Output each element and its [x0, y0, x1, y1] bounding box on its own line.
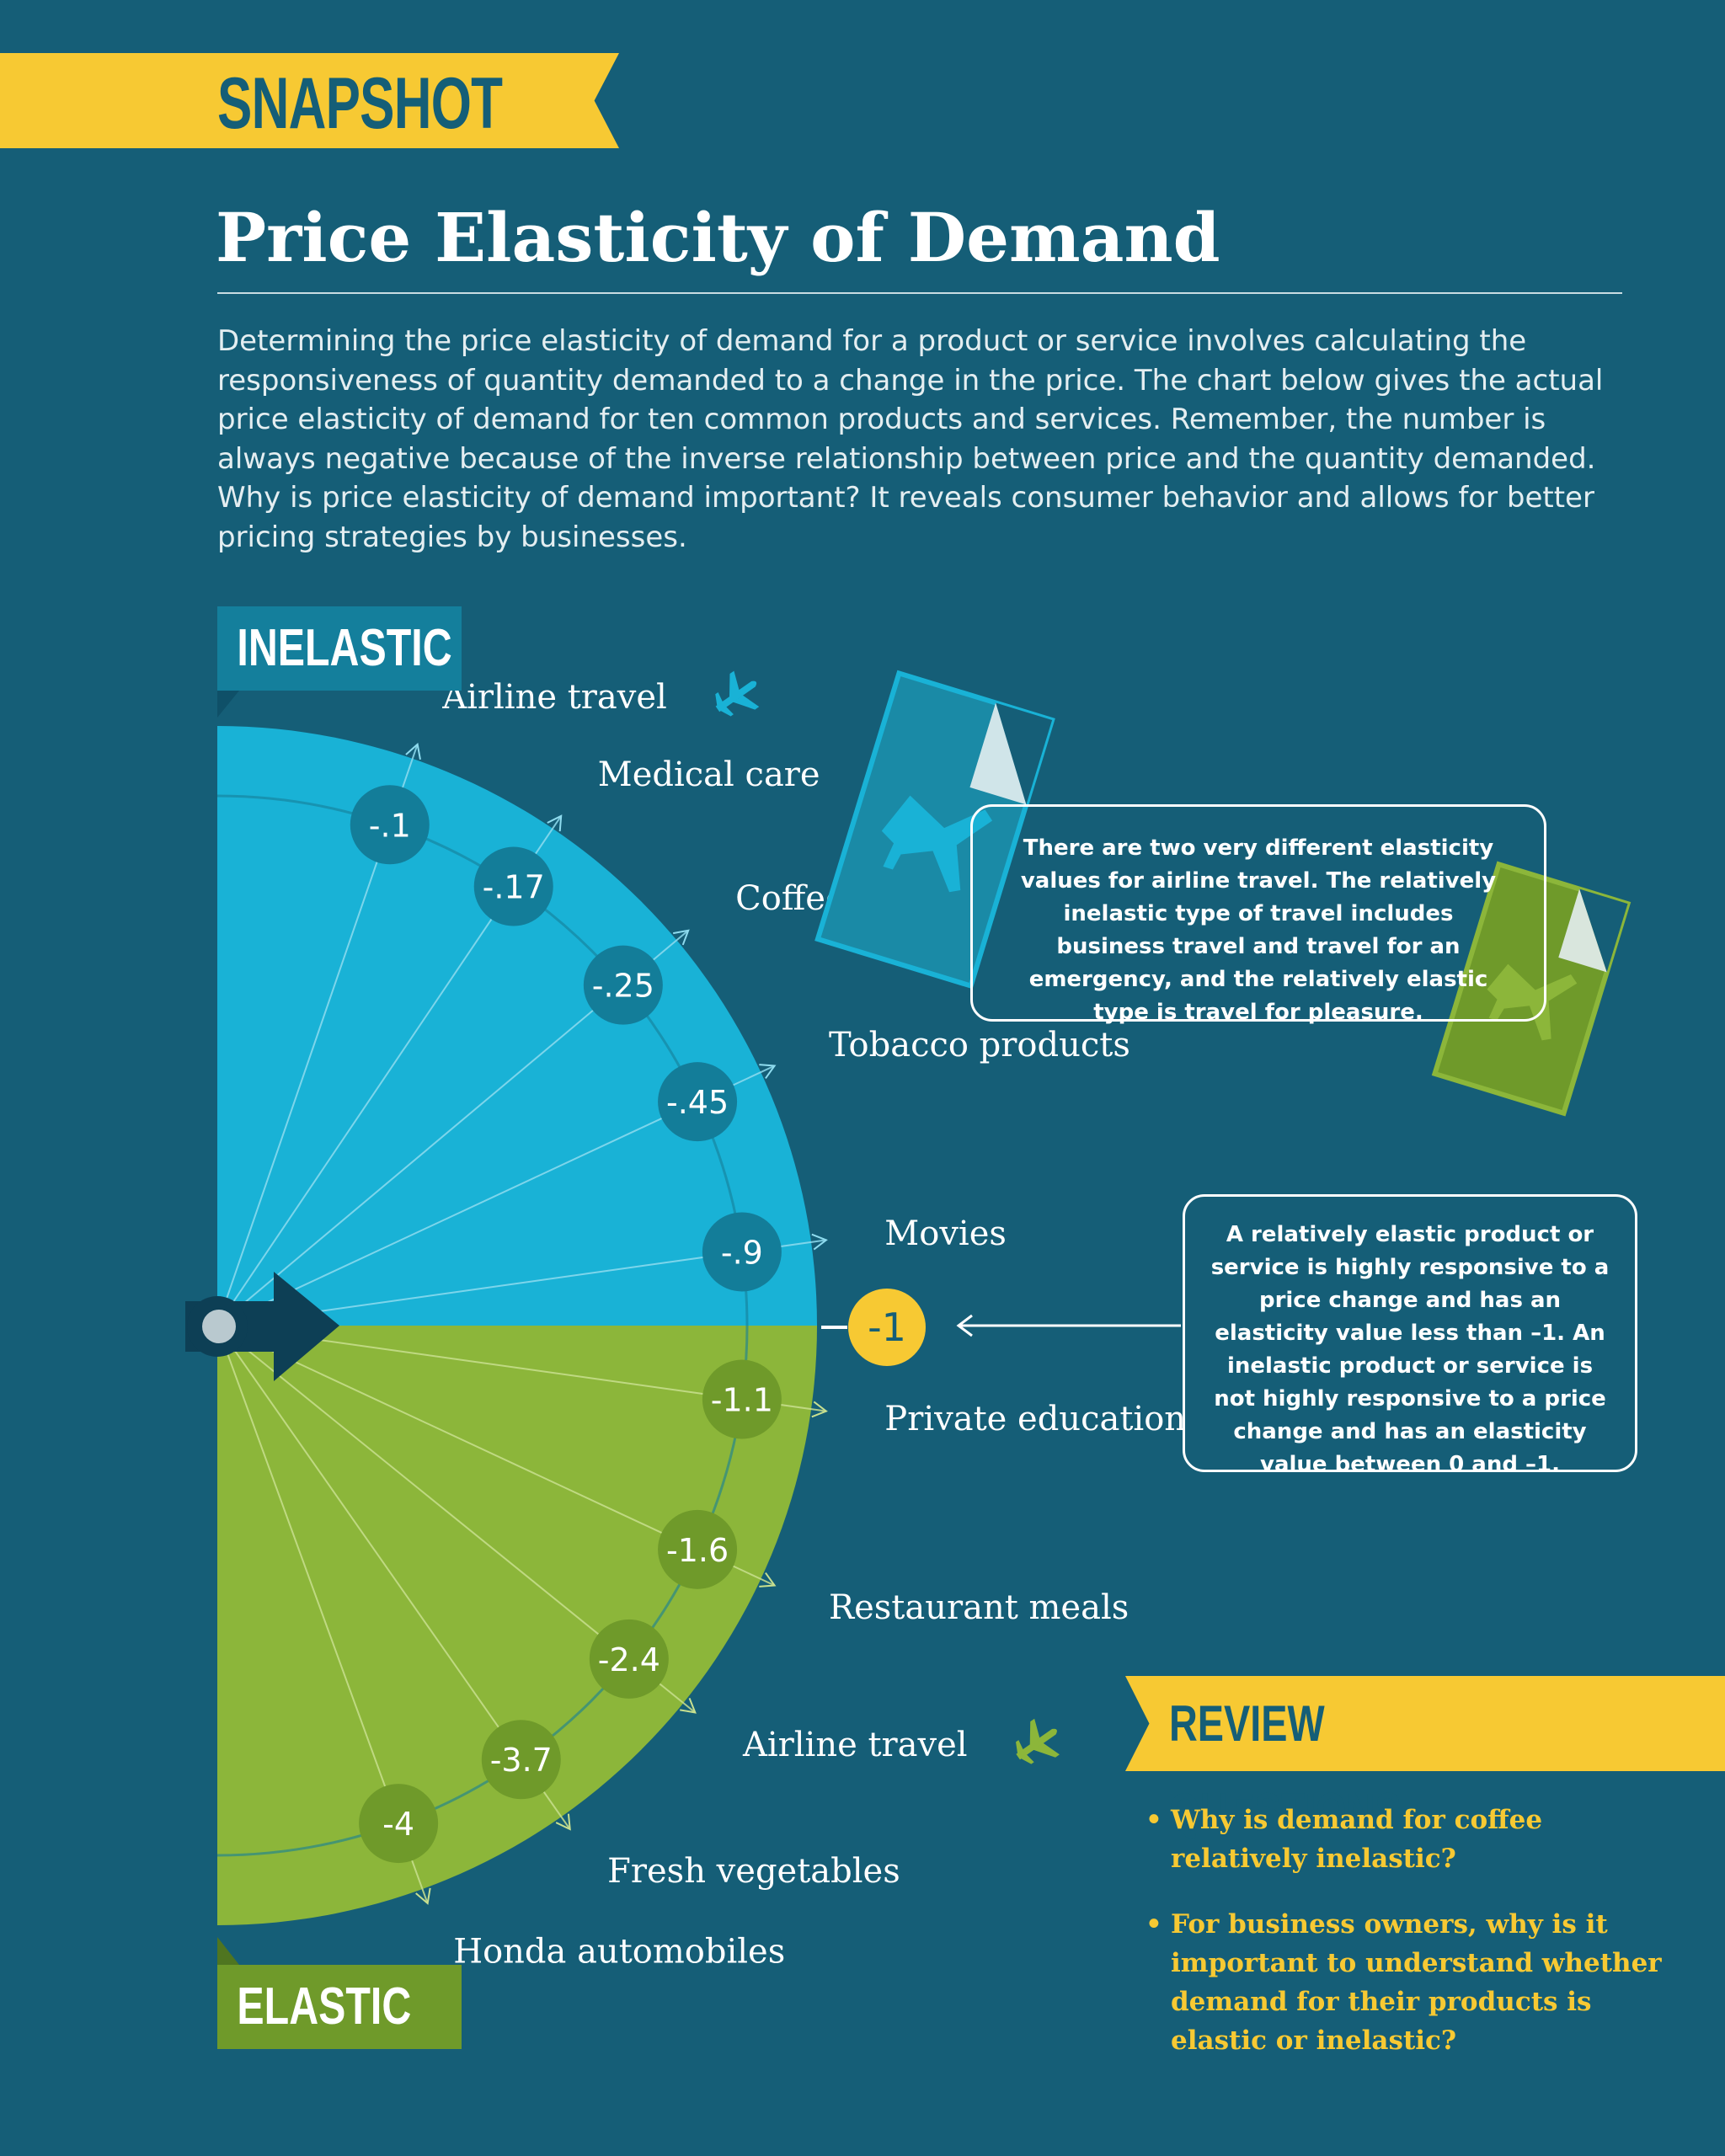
value-dot: [702, 1359, 782, 1439]
item-label: Tobacco products: [829, 1026, 1130, 1065]
snapshot-label: SNAPSHOT: [217, 63, 503, 144]
chart-ray-arrowhead: [405, 742, 421, 760]
value-label: -2.4: [598, 1641, 660, 1678]
item-label: Movies: [884, 1214, 1007, 1253]
value-label: -4: [382, 1806, 414, 1843]
item-label: Fresh vegetables: [607, 1852, 900, 1891]
chart-value-dots: -.1 -.17 -.25 -.45 -.9 -1.1 -1.6 -2.4 -3.7 -4: [350, 785, 782, 1864]
review-title: REVIEW QUESTIONS: [1169, 1695, 1402, 1839]
inelastic-tag-label: INELASTIC: [237, 619, 452, 677]
value-dot: [481, 1720, 561, 1800]
pivot-knob: [202, 1310, 236, 1343]
airplane-icon: [715, 670, 760, 717]
divider-value: -1: [868, 1305, 906, 1350]
review-question: • Why is demand for coffee relatively in…: [1146, 1801, 1668, 1878]
divider-arrowhead: [956, 1314, 973, 1337]
item-label: Honda automobiles: [453, 1932, 785, 1971]
value-dot: [350, 785, 430, 865]
inelastic-tag: INELASTIC: [217, 606, 462, 691]
intro-paragraph: Determining the price elasticity of dema…: [217, 324, 1604, 554]
chart-ray-arrowhead: [811, 1401, 828, 1418]
bullet: •: [1146, 1909, 1162, 1940]
chart-ray-arrowhead: [759, 1064, 777, 1079]
review-question-text: Why is demand for coffee relatively inel…: [1171, 1805, 1543, 1874]
value-label: -1.1: [711, 1382, 773, 1419]
review-question: • For business owners, why is it importa…: [1146, 1905, 1668, 2060]
value-label: -.25: [592, 968, 654, 1005]
chart-ray-arrowhead: [672, 929, 690, 946]
inelastic-region: [217, 726, 817, 1326]
divider-value-dot: [848, 1289, 926, 1366]
value-dot: [658, 1509, 738, 1589]
value-dot: [473, 846, 553, 926]
chart-ray-arrowhead: [811, 1233, 828, 1251]
item-label: Airline travel: [441, 678, 667, 717]
value-label: -.9: [721, 1234, 763, 1271]
item-label: Private education: [884, 1400, 1186, 1438]
chart-ray-arrowhead: [680, 1697, 697, 1714]
value-dot: [658, 1062, 738, 1142]
chart-ray-arrowhead: [555, 1813, 571, 1831]
value-label: -.1: [369, 807, 411, 844]
snapshot-banner: [0, 53, 619, 148]
value-dot: [359, 1784, 439, 1864]
elastic-tag-notch: [217, 1937, 239, 1965]
value-label: -.45: [666, 1084, 729, 1121]
inelastic-tag-notch: [217, 691, 239, 718]
value-track: [216, 794, 749, 1857]
value-label: -3.7: [490, 1742, 553, 1779]
pointer-arrow: [185, 1272, 339, 1381]
elasticity-definition-box: A relatively elastic product or service …: [1183, 1194, 1637, 1477]
elastic-ticket-icon: [1431, 861, 1632, 1117]
chart-ray-arrowhead: [759, 1572, 777, 1588]
review-banner: [1125, 1676, 1725, 1771]
airline-note-box: There are two very different elasticity …: [970, 804, 1546, 1025]
chart-ray-arrowhead: [415, 1887, 431, 1905]
elastic-tag: ELASTIC: [217, 1965, 462, 2049]
elastic-region: [217, 1326, 817, 1925]
item-label: Airline travel: [742, 1726, 968, 1764]
value-label: -1.6: [666, 1532, 729, 1569]
value-dot: [583, 945, 663, 1025]
page-title: Price Elasticity of Demand: [216, 198, 1220, 277]
review-question-text: For business owners, why is it important…: [1171, 1909, 1662, 2056]
bullet: •: [1146, 1805, 1162, 1835]
chart-ray-arrowhead: [547, 814, 563, 832]
airplane-icon: [1016, 1718, 1060, 1764]
elastic-tag-label: ELASTIC: [237, 1977, 412, 2036]
inelastic-ticket-icon: [814, 670, 1055, 990]
title-divider: [217, 292, 1622, 294]
item-label: Medical care: [598, 755, 820, 794]
item-label: Restaurant meals: [829, 1588, 1129, 1627]
value-label: -.17: [483, 869, 545, 906]
value-dot: [702, 1212, 782, 1292]
value-dot: [589, 1619, 669, 1699]
